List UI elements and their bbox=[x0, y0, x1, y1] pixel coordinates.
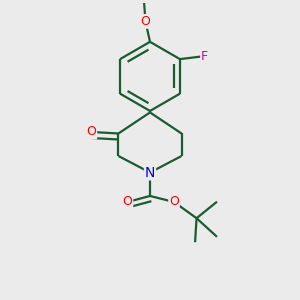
Text: N: N bbox=[145, 166, 155, 179]
Text: F: F bbox=[201, 50, 208, 63]
Text: O: O bbox=[141, 15, 150, 28]
Text: O: O bbox=[122, 196, 132, 208]
Text: O: O bbox=[169, 196, 179, 208]
Text: O: O bbox=[86, 125, 96, 139]
